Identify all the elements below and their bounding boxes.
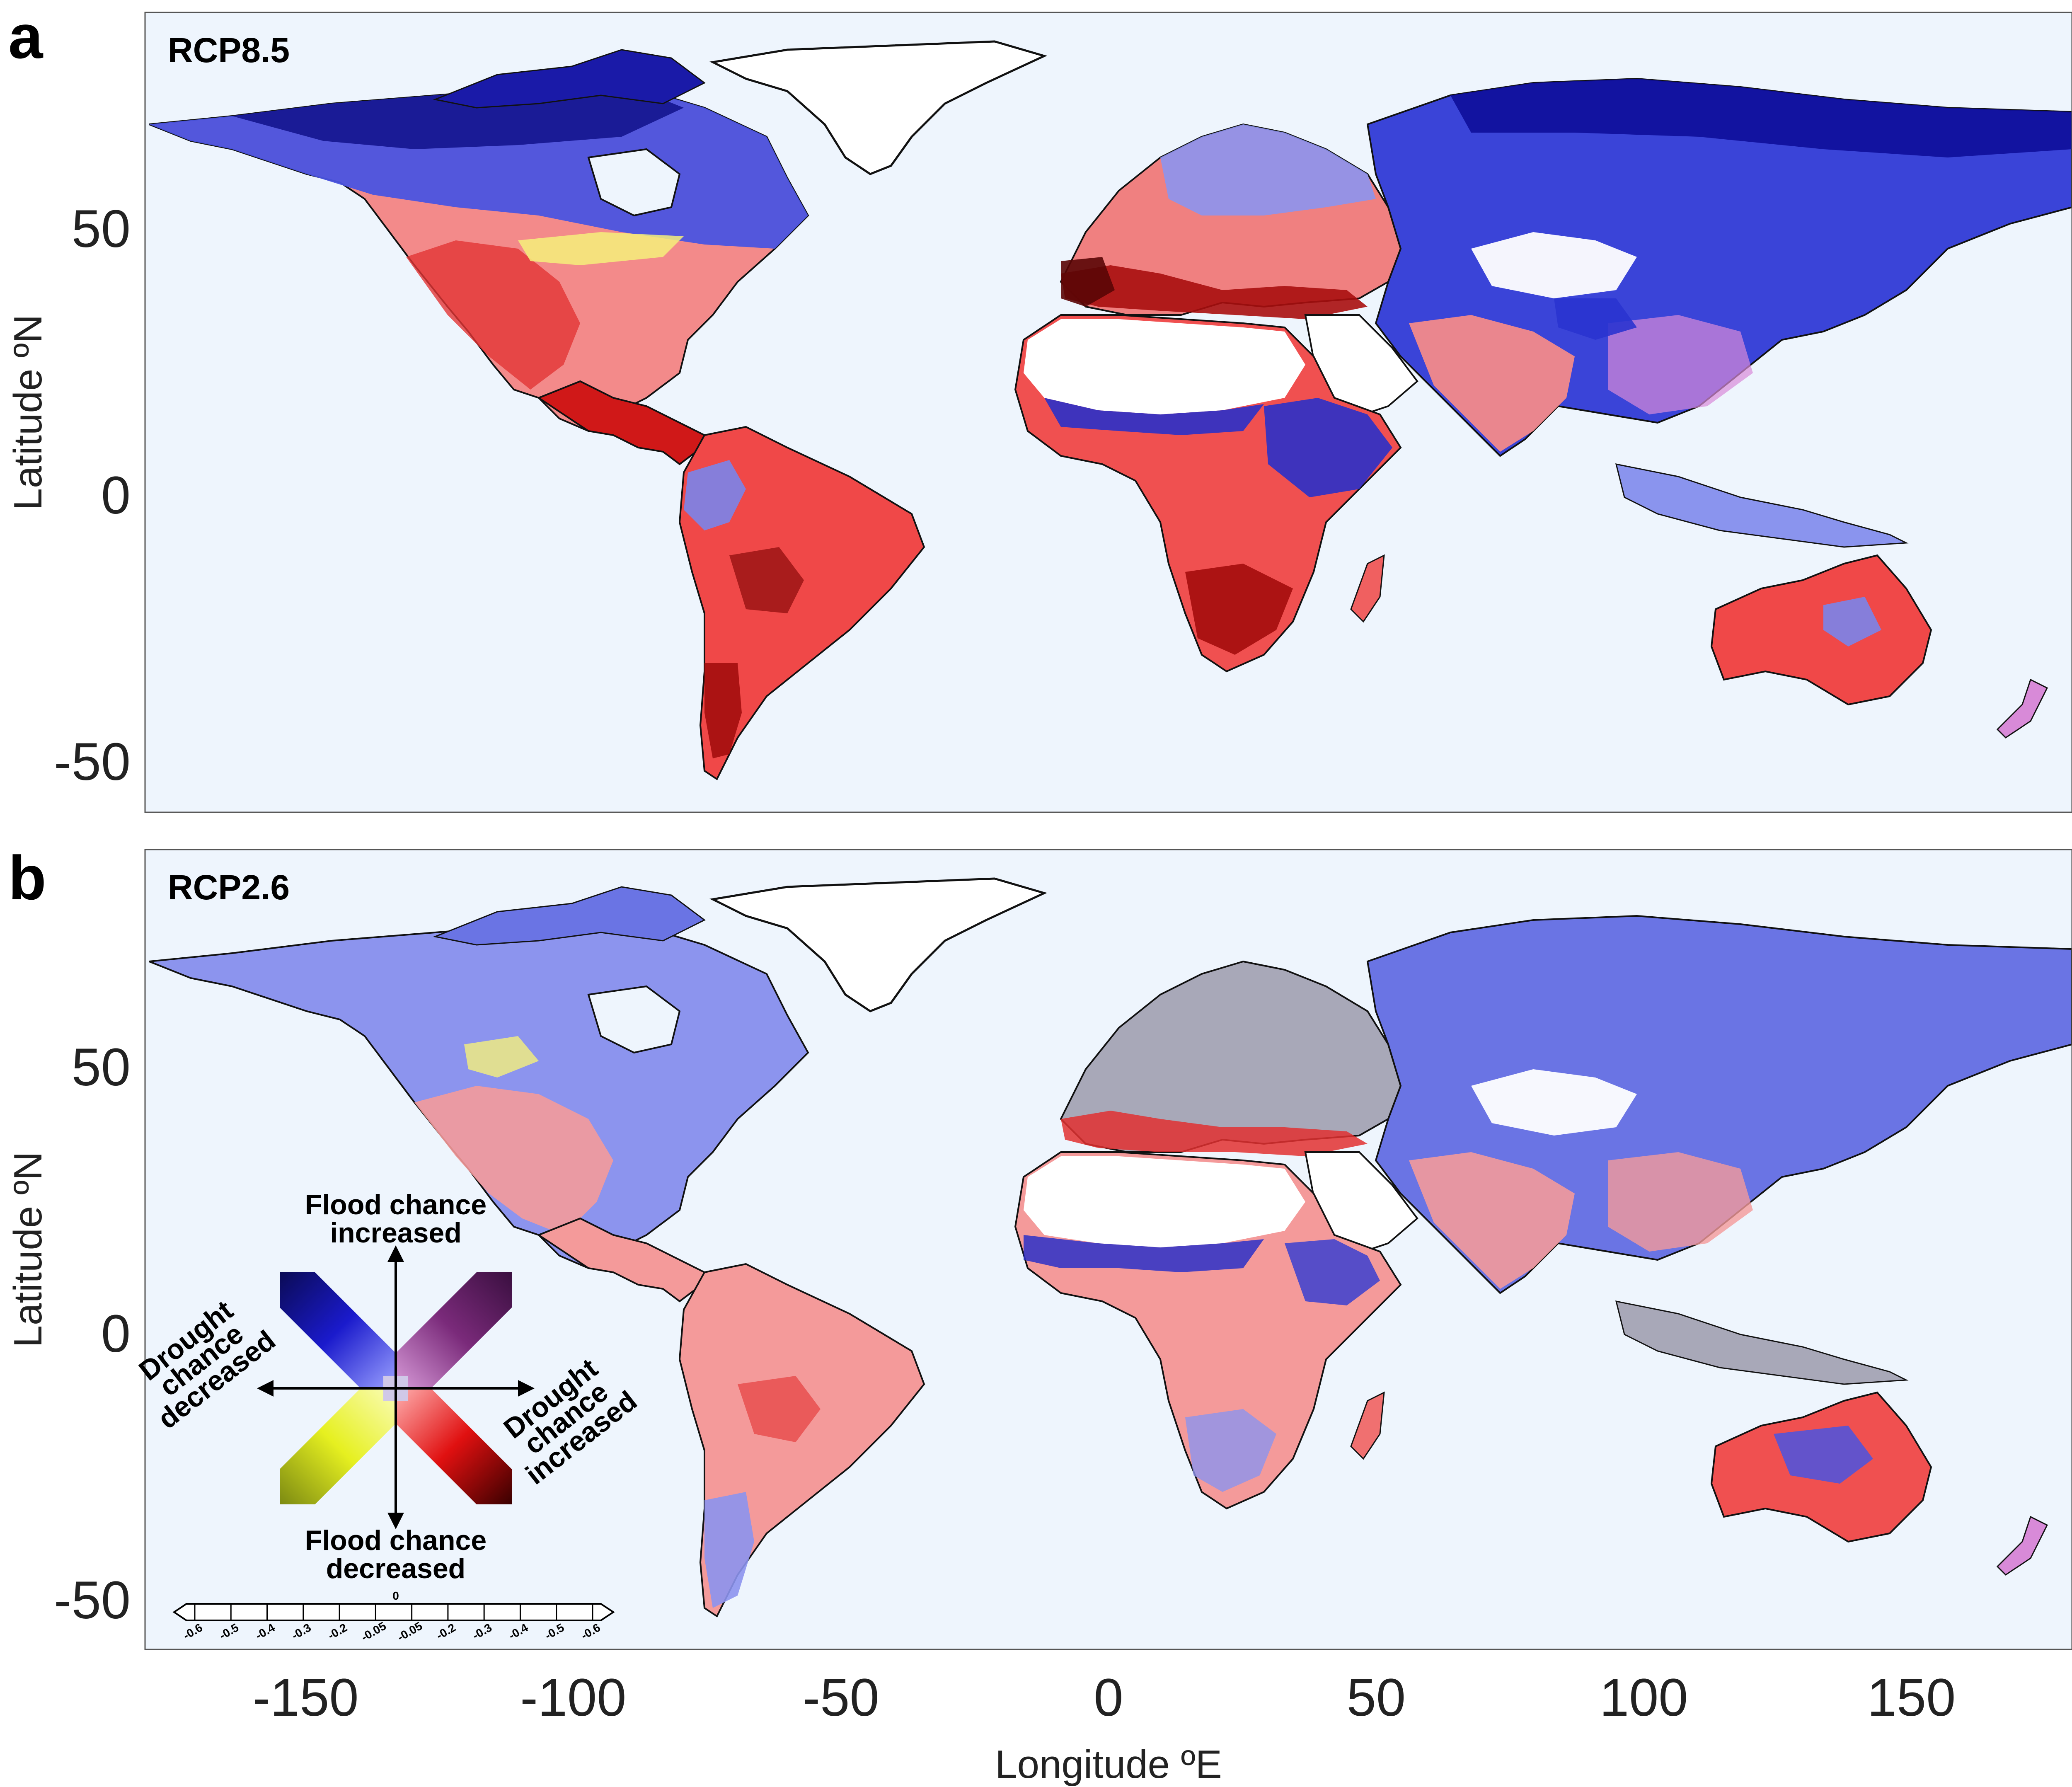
siberia-darkblue [1450, 79, 2072, 157]
central-america-b [537, 1217, 706, 1303]
panel-b-ytick-0: 0 [101, 1304, 131, 1363]
south-america [678, 426, 925, 780]
panel-a-letter: a [8, 2, 44, 71]
legend-purple-arm [396, 1272, 512, 1388]
panel-b-scenario: RCP2.6 [168, 868, 290, 907]
sahel-blue-b [1024, 1235, 1264, 1272]
legend-flood-down-1: Flood chance [305, 1525, 487, 1556]
legend-arrow-up [387, 1245, 404, 1262]
arctic-islands [433, 49, 706, 109]
southern-africa-blue-b [1185, 1409, 1276, 1492]
europe-north-blue [1160, 124, 1376, 216]
greenland [709, 40, 1048, 175]
panel-b-ylabel: Latitude ºN [6, 1152, 50, 1348]
legend-arrow-right [518, 1380, 535, 1397]
se-asia-islands [1615, 463, 1909, 548]
south-asia-red-b [1409, 1152, 1575, 1289]
legend-flood-up-2: increased [330, 1217, 462, 1249]
x-tick-label: -150 [252, 1668, 358, 1727]
x-tick-label: -100 [520, 1668, 626, 1727]
x-tick-label: 100 [1600, 1668, 1688, 1727]
legend-scale-bar [172, 1603, 615, 1621]
na-central-red [406, 240, 580, 390]
legend-arrow-down [387, 1513, 404, 1529]
x-tick-label: 150 [1867, 1668, 1956, 1727]
east-africa-blue [1264, 398, 1392, 497]
na-yellow [518, 232, 684, 265]
new-zealand-b [1996, 1516, 2048, 1576]
sa-south-darkred [704, 663, 742, 758]
panel-a-ytick-0: 0 [101, 466, 131, 525]
panel-a-ytick-50: 50 [72, 199, 131, 259]
panel-b-letter: b [8, 843, 46, 913]
legend-blue-arm-body [280, 1272, 396, 1388]
new-zealand [1996, 678, 2048, 739]
sa-south-blue-b [704, 1492, 754, 1608]
se-asia-islands-b [1615, 1300, 1909, 1385]
sa-west-blue [684, 460, 746, 530]
hudson-bay-b [587, 985, 681, 1054]
sa-dark-red [729, 547, 804, 613]
sahara-white [1024, 319, 1305, 414]
arctic-islands-b [433, 886, 706, 946]
hudson-bay [587, 148, 681, 217]
na-yellow-b [464, 1036, 539, 1078]
central-america [537, 380, 706, 465]
legend-arrow-left [257, 1380, 274, 1397]
panel-b-land [149, 877, 2072, 1618]
panel-a-ylabel: Latitude ºN [6, 315, 50, 511]
panel-b: b RCP2.6 50 0 -50 Latitude ºN Flood chan… [6, 843, 2072, 1650]
panel-a-land [149, 40, 2072, 780]
sahara-white-b [1024, 1156, 1305, 1247]
legend-scale-zero: 0 [392, 1589, 399, 1602]
na-south-red-b [414, 1086, 613, 1235]
china-mix [1608, 315, 1753, 414]
panel-a: a RCP8.5 50 0 -50 Latitude ºN [6, 2, 2072, 813]
mediterranean-red-b [1061, 1111, 1368, 1156]
x-tick-label: 0 [1094, 1668, 1123, 1727]
panel-b-ytick-m50: -50 [54, 1571, 131, 1630]
australia [1710, 554, 1932, 706]
panel-a-frame [144, 12, 2072, 813]
panel-b-ytick-50: 50 [72, 1038, 131, 1097]
panel-b-frame [144, 849, 2072, 1650]
x-axis-ticks: -150 -100 -50 0 50 100 150 [252, 1668, 1956, 1727]
iberia-darkred [1061, 257, 1115, 307]
east-africa-blue-b [1285, 1239, 1380, 1305]
tibet-blue [1554, 298, 1637, 340]
australia-blue-b [1774, 1426, 1873, 1484]
legend-yellow-arm [280, 1388, 396, 1504]
x-tick-label: -50 [803, 1668, 879, 1727]
panel-a-scenario: RCP8.5 [168, 31, 290, 70]
madagascar [1350, 554, 1385, 623]
sahel-blue [1044, 398, 1264, 435]
south-asia-red [1409, 315, 1575, 452]
central-asia-white [1471, 232, 1637, 298]
x-tick-label: 50 [1347, 1668, 1406, 1727]
greenland-b [709, 877, 1048, 1012]
panel-a-ytick-m50: -50 [54, 732, 131, 792]
australia-blue [1823, 597, 1881, 647]
sa-red-b [738, 1376, 821, 1442]
madagascar-b [1350, 1391, 1385, 1460]
southern-africa-darkred [1185, 564, 1293, 655]
mediterranean-darkred [1061, 265, 1368, 319]
legend-flood-up-1: Flood chance [305, 1189, 487, 1220]
legend-flood-down-2: decreased [326, 1553, 465, 1584]
china-red-b [1608, 1152, 1753, 1252]
central-asia-white-b [1471, 1069, 1637, 1136]
legend-red-arm [396, 1388, 512, 1504]
x-axis-label: Longitude ºE [995, 1742, 1222, 1787]
